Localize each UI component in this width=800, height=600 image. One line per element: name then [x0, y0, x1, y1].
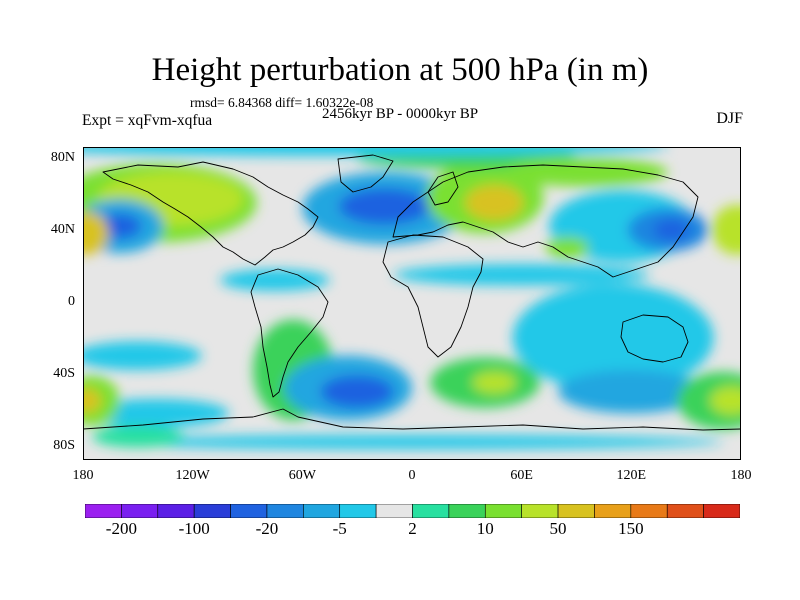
anomaly-region [545, 236, 590, 259]
latitude-label: 40S [53, 365, 75, 381]
anomaly-region [83, 388, 102, 414]
stats-line: rmsd= 6.84368 diff= 1.60322e-08 [190, 95, 374, 110]
anomaly-region [709, 386, 741, 416]
longitude-label: 120W [175, 468, 210, 483]
latitude-label: 80N [50, 149, 75, 165]
colorbar-swatch [339, 504, 377, 518]
colorbar-swatch [630, 504, 668, 518]
colorbar-swatch [484, 504, 522, 518]
colorbar-label: 10 [476, 519, 494, 538]
latitude-label: 80S [53, 437, 75, 453]
anomaly-region [558, 370, 705, 414]
anomaly-region [92, 425, 184, 448]
longitude-label: 0 [408, 468, 416, 483]
anomaly-region [101, 434, 723, 450]
colorbar-swatch [666, 504, 704, 518]
coastlines [83, 154, 741, 431]
colorbar-swatch [193, 504, 231, 518]
colorbar-label: 150 [618, 519, 644, 538]
coastline-greenland [337, 154, 394, 193]
longitude-label: 180 [72, 468, 94, 483]
colorbar-swatch [412, 504, 450, 518]
colorbar-swatch [303, 504, 341, 518]
latitude-label: 40N [50, 221, 75, 237]
anomaly-region [711, 204, 741, 255]
colorbar-swatch [557, 504, 595, 518]
colorbar-swatch [521, 504, 559, 518]
experiment-line: Expt = xqFvm-xqfua [82, 112, 213, 129]
anomaly-region [83, 147, 668, 156]
anomaly-region [320, 375, 394, 408]
coastline-antarctica [83, 408, 741, 431]
colorbar-label: 50 [549, 519, 567, 538]
anomaly-region [338, 188, 431, 225]
colorbar-label: -100 [178, 519, 210, 538]
anomaly-region [393, 263, 650, 286]
anomaly-region [472, 371, 517, 394]
map-title: Height perturbation at 500 hPa (in m) [151, 52, 649, 88]
coastline-south-america [250, 268, 329, 398]
longitude-label: 180 [730, 468, 752, 483]
season-label: DJF [716, 110, 743, 127]
colorbar-label: -200 [105, 519, 137, 538]
period-line: 2456kyr BP - 0000kyr BP [322, 106, 479, 122]
anomaly-region [220, 269, 330, 291]
longitude-label: 60E [510, 468, 533, 483]
colorbar-swatch [157, 504, 195, 518]
anomaly-region [677, 371, 741, 430]
colorbar-label: -20 [255, 519, 279, 538]
colorbar-swatch [121, 504, 159, 518]
latitude-label: 0 [68, 293, 75, 309]
map-panel [83, 147, 741, 460]
colorbar-swatch [230, 504, 268, 518]
anomaly-region [83, 211, 109, 255]
colorbar-swatch [375, 504, 413, 518]
coastline-scandinavia [427, 171, 459, 206]
anomaly-region [97, 213, 142, 239]
anomaly-region [465, 184, 524, 221]
colorbar-swatch [594, 504, 632, 518]
anomaly-region [83, 341, 202, 371]
colorbar-swatch [448, 504, 486, 518]
coastline-australia [620, 314, 689, 363]
colorbar-label: -5 [332, 519, 347, 538]
anomaly-region [512, 283, 714, 392]
coastline-eurasia [392, 164, 699, 278]
field-layer [83, 147, 741, 450]
colorbar-swatch [703, 504, 740, 518]
coastline-africa [382, 234, 484, 358]
colorbar [85, 504, 740, 518]
longitude-label: 120E [616, 468, 647, 483]
colorbar-swatch [85, 504, 122, 518]
colorbar-label: 2 [408, 519, 417, 538]
colorbar-swatch [266, 504, 304, 518]
longitude-label: 60W [288, 468, 316, 483]
coastline-north-america [102, 161, 319, 266]
